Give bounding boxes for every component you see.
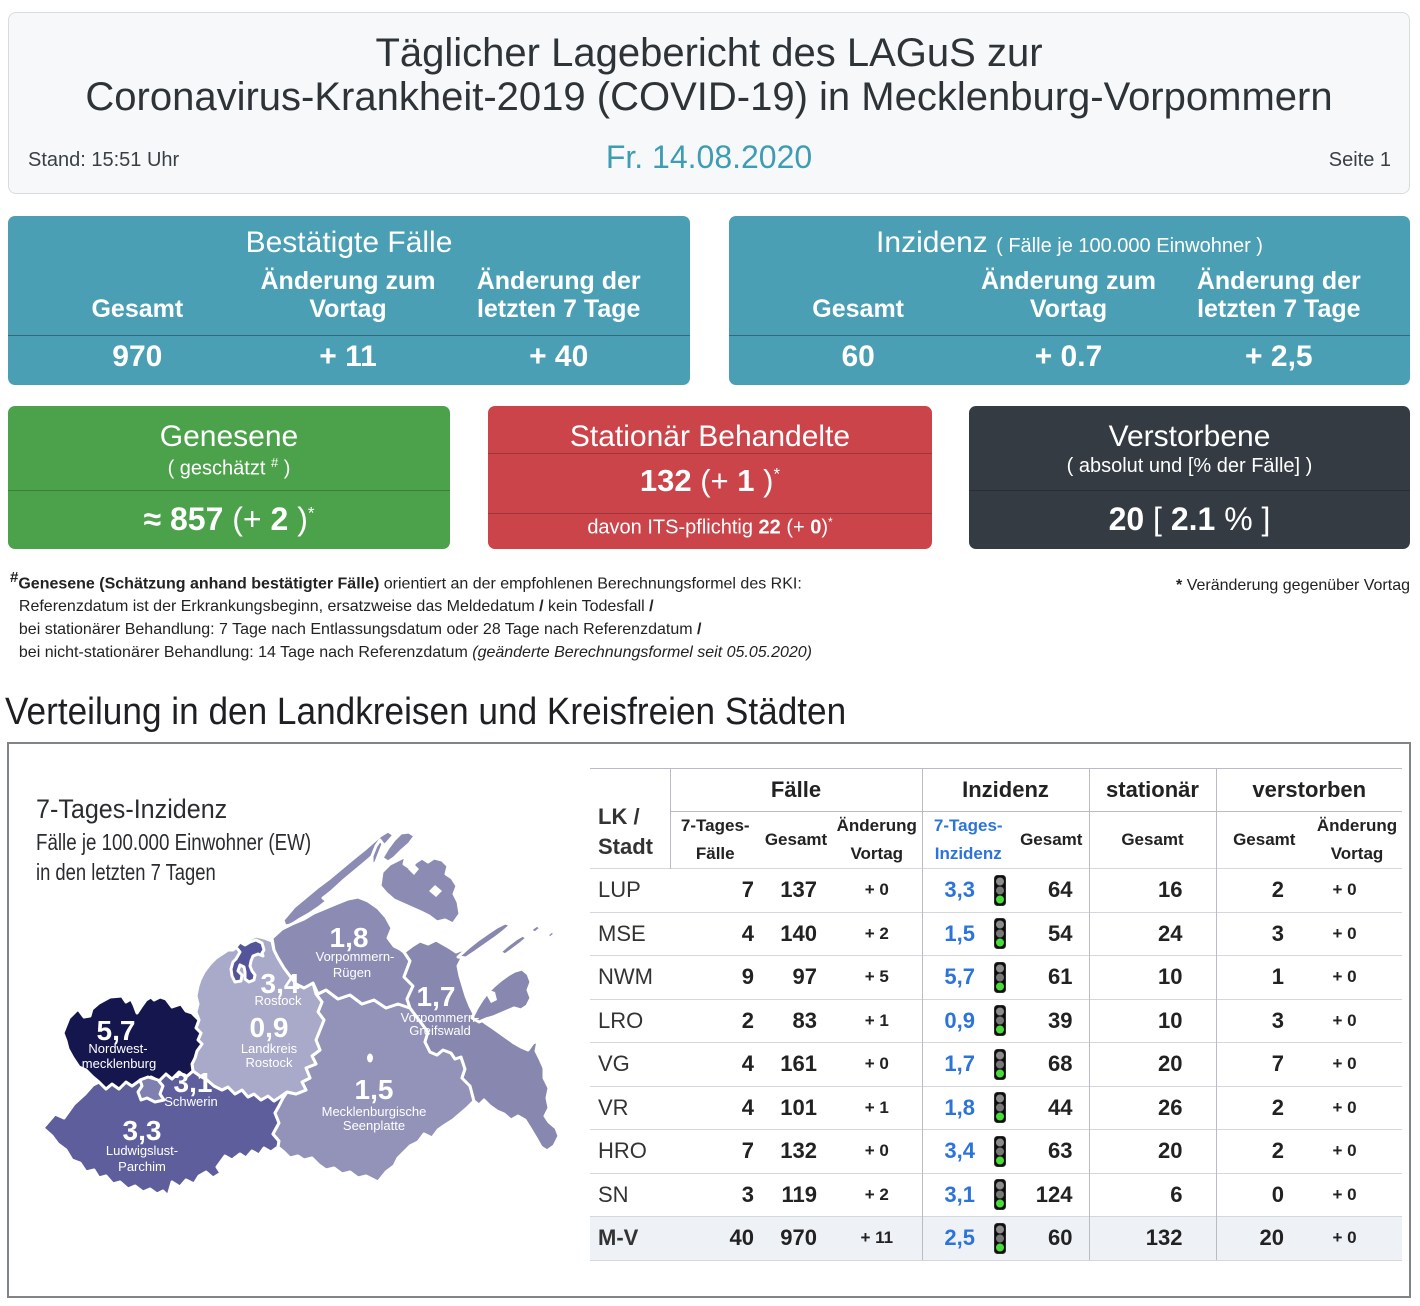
svg-text:1,7: 1,7 [417,981,456,1012]
svg-text:Schwerin: Schwerin [164,1094,217,1109]
svg-text:Rostock: Rostock [246,1055,293,1070]
svg-text:3,4: 3,4 [261,968,300,999]
svg-text:Mecklenburgische: Mecklenburgische [322,1104,427,1119]
svg-text:mecklenburg: mecklenburg [82,1056,156,1071]
svg-text:Nordwest-: Nordwest- [88,1041,147,1056]
svg-text:Landkreis: Landkreis [241,1041,298,1056]
svg-text:1,8: 1,8 [330,922,369,953]
svg-text:Ludwigslust-: Ludwigslust- [106,1143,178,1158]
svg-text:Rügen: Rügen [333,965,371,980]
svg-text:Parchim: Parchim [118,1159,166,1174]
svg-text:0,9: 0,9 [250,1012,289,1043]
svg-text:3,3: 3,3 [123,1115,162,1146]
svg-text:1,5: 1,5 [355,1074,394,1105]
svg-text:Vorpommern-: Vorpommern- [316,949,395,964]
svg-text:3,1: 3,1 [174,1067,213,1098]
svg-text:Greifswald: Greifswald [409,1023,470,1038]
svg-text:5,7: 5,7 [97,1015,136,1046]
svg-text:Rostock: Rostock [255,993,302,1008]
svg-text:Vorpommern-: Vorpommern- [401,1010,480,1025]
svg-text:Seenplatte: Seenplatte [343,1118,405,1133]
